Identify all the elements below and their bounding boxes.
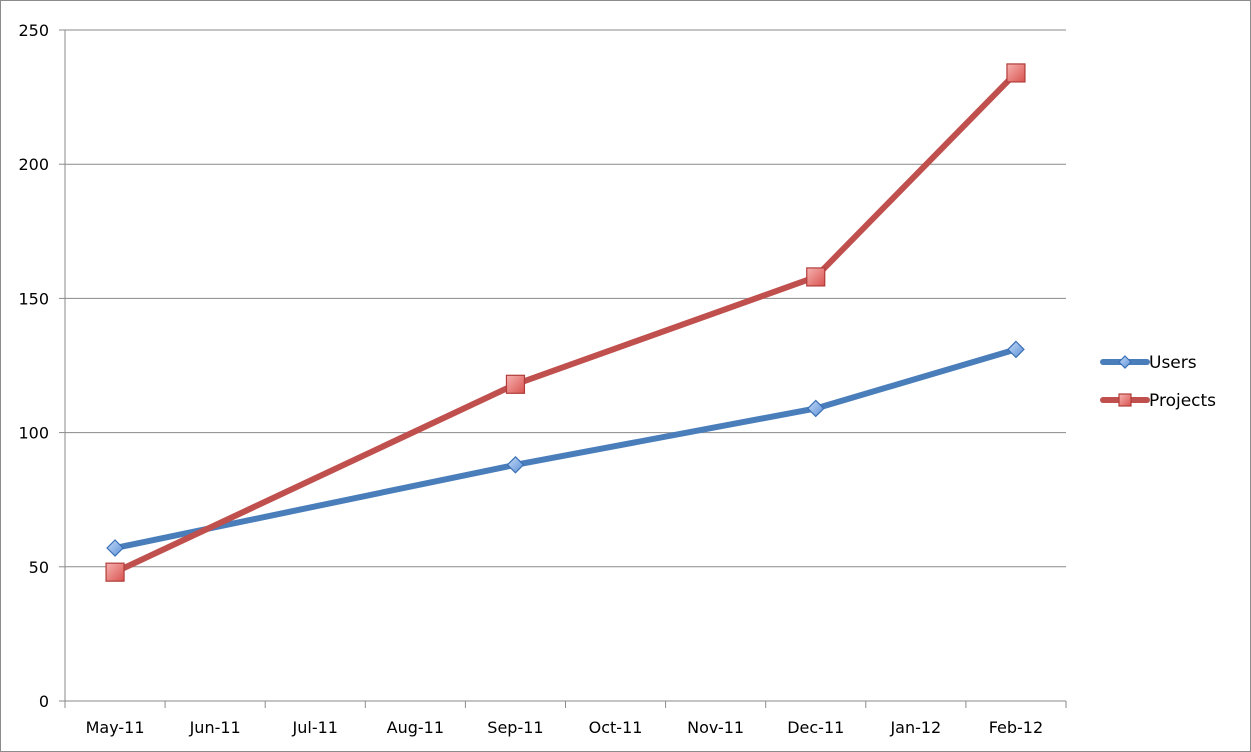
y-tick-label: 50 <box>29 558 49 577</box>
y-tick-label: 0 <box>39 692 49 711</box>
series <box>105 63 1026 582</box>
x-tick-label: Jan-12 <box>889 718 941 737</box>
y-tick-labels: 0 50 100 150 200 250 <box>18 21 49 711</box>
legend-label-projects: Projects <box>1149 391 1216 411</box>
data-point-projects <box>105 562 125 582</box>
data-point-users <box>106 539 124 557</box>
y-tick-label: 200 <box>18 155 49 174</box>
x-tick-label: Aug-11 <box>387 718 444 737</box>
legend-label-users: Users <box>1149 353 1197 373</box>
data-point-projects <box>505 374 526 394</box>
series-line-projects <box>112 69 1019 576</box>
axes <box>59 29 1067 708</box>
x-tick-labels: May-11 Jun-11 Jul-11 Aug-11 Sep-11 Oct-11 Nov-… <box>86 718 1044 737</box>
x-tick-label: Oct-11 <box>589 718 643 737</box>
y-tick-label: 150 <box>18 289 49 308</box>
data-point-projects <box>1006 63 1026 83</box>
legend: Users Projects <box>1100 353 1216 411</box>
data-point-users <box>1007 340 1025 359</box>
legend-marker-projects <box>1118 393 1132 407</box>
x-tick-label: Feb-12 <box>989 718 1043 737</box>
data-point-users <box>506 455 525 474</box>
y-tick-label: 100 <box>18 424 49 443</box>
x-tick-label: Sep-11 <box>487 718 543 737</box>
x-tick-label: Jun-11 <box>189 718 241 737</box>
data-point-users <box>806 399 825 418</box>
y-tick-label: 250 <box>18 21 49 40</box>
data-point-projects <box>806 267 826 287</box>
gridlines <box>65 29 1066 568</box>
x-tick-label: Jul-11 <box>292 718 338 737</box>
x-tick-label: May-11 <box>86 718 145 737</box>
legend-marker-users <box>1118 355 1132 369</box>
x-tick-label: Nov-11 <box>687 718 744 737</box>
series-line-users <box>112 346 1019 552</box>
x-tick-label: Dec-11 <box>787 718 844 737</box>
